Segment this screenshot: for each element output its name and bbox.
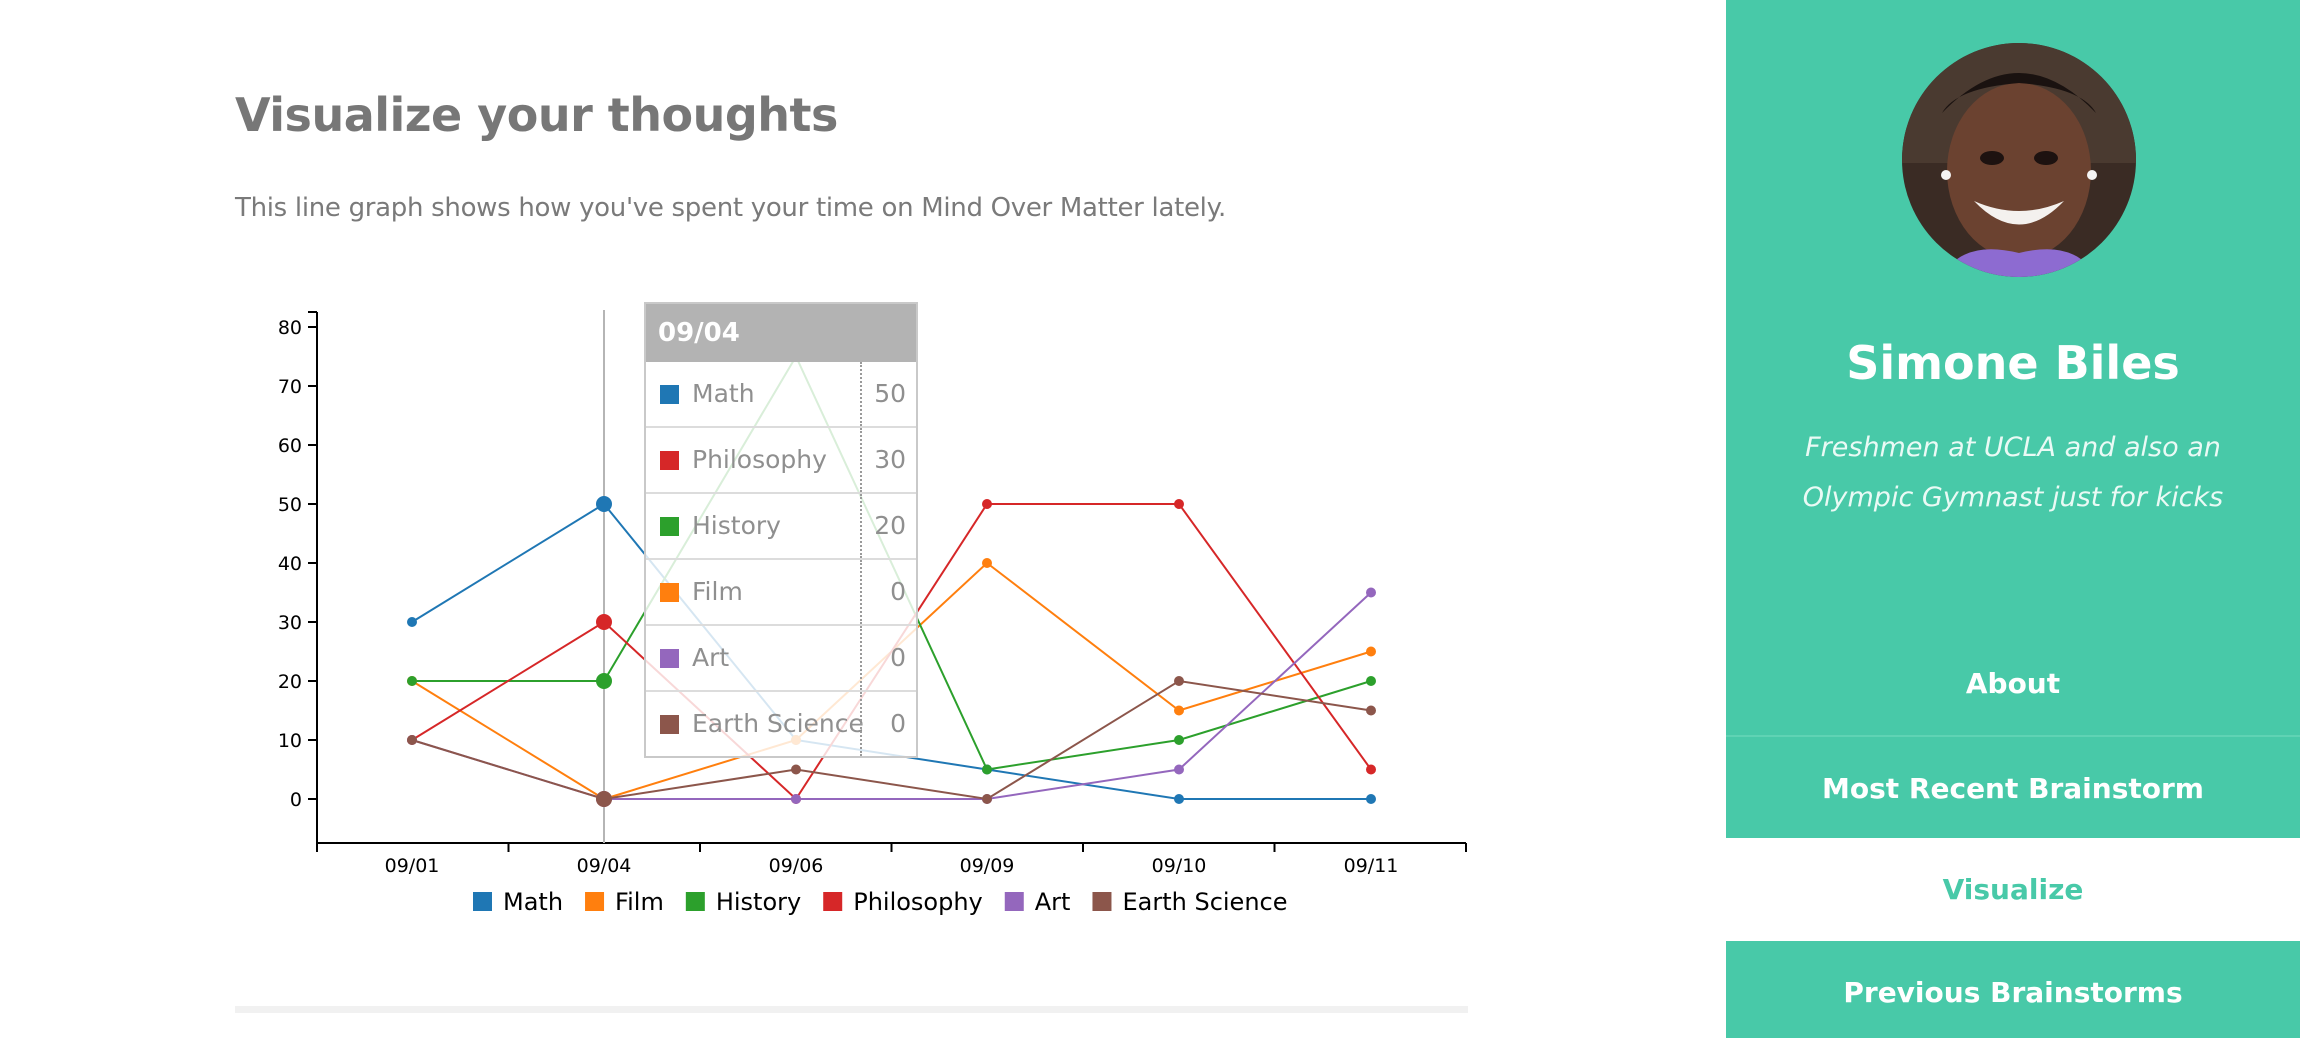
- data-point-earth-science[interactable]: [1174, 676, 1184, 686]
- tooltip-row: Math 50: [646, 362, 916, 426]
- y-tick-label: 30: [278, 612, 302, 634]
- tooltip-title: 09/04: [646, 304, 916, 362]
- profile-name: Simone Biles: [1846, 336, 2180, 390]
- page-title: Visualize your thoughts: [235, 88, 838, 142]
- section-divider: [235, 1006, 1468, 1013]
- data-point-philosophy[interactable]: [596, 614, 612, 630]
- data-point-earth-science[interactable]: [1366, 705, 1376, 716]
- tooltip-row: Art 0: [646, 624, 916, 690]
- tooltip-row: Philosophy 30: [646, 426, 916, 492]
- data-point-philosophy[interactable]: [1174, 499, 1184, 509]
- legend-swatch: [1004, 892, 1024, 911]
- legend-label[interactable]: Philosophy: [853, 888, 983, 916]
- series-line-earth-science: [411, 679, 1372, 801]
- tooltip-swatch: [660, 583, 679, 602]
- x-tick-label: 09/09: [960, 855, 1015, 877]
- nav-previous-brainstorms[interactable]: Previous Brainstorms: [1843, 976, 2183, 1009]
- data-point-history[interactable]: [982, 764, 992, 775]
- data-point-art[interactable]: [1174, 764, 1184, 775]
- tooltip-series-value: 50: [860, 362, 916, 426]
- data-point-history[interactable]: [1174, 735, 1184, 745]
- data-point-math[interactable]: [596, 496, 612, 512]
- legend-label[interactable]: Earth Science: [1122, 888, 1287, 916]
- data-point-film[interactable]: [982, 558, 992, 568]
- tooltip-series-name: Earth Science: [692, 709, 864, 738]
- data-point-art[interactable]: [791, 794, 801, 804]
- sidebar: Simone Biles Freshmen at UCLA and also a…: [1726, 0, 2300, 1038]
- tooltip-swatch: [660, 451, 679, 470]
- data-point-earth-science[interactable]: [791, 764, 801, 775]
- tooltip-swatch: [660, 517, 679, 536]
- y-tick-label: 70: [278, 376, 302, 398]
- tooltip-row: Film 0: [646, 558, 916, 624]
- nav-most-recent-brainstorm[interactable]: Most Recent Brainstorm: [1726, 735, 2300, 840]
- tooltip-series-name: History: [692, 511, 781, 540]
- tooltip-row: History 20: [646, 492, 916, 558]
- data-point-earth-science[interactable]: [407, 735, 417, 745]
- tooltip-swatch: [660, 385, 679, 404]
- tooltip-series-value: 0: [860, 692, 916, 756]
- x-tick-label: 09/04: [577, 855, 632, 877]
- data-point-history[interactable]: [407, 676, 417, 686]
- x-tick-label: 09/06: [769, 855, 824, 877]
- tooltip-series-value: 20: [860, 494, 916, 558]
- data-point-film[interactable]: [1366, 646, 1376, 657]
- tooltip-series-name: Philosophy: [692, 445, 827, 474]
- legend-label[interactable]: History: [716, 888, 801, 916]
- data-point-earth-science[interactable]: [982, 794, 992, 804]
- tooltip-row: Earth Science 0: [646, 690, 916, 756]
- data-point-art[interactable]: [1366, 587, 1376, 598]
- tooltip-series-value: 0: [860, 560, 916, 624]
- y-tick-label: 50: [278, 494, 302, 516]
- y-tick-label: 40: [278, 553, 302, 575]
- y-tick-label: 80: [278, 317, 302, 339]
- data-point-math[interactable]: [407, 617, 417, 627]
- legend-swatch: [585, 892, 605, 911]
- legend-swatch: [823, 892, 843, 911]
- tooltip-series-value: 0: [860, 626, 916, 690]
- legend-swatch: [685, 892, 705, 911]
- y-tick-label: 60: [278, 435, 302, 457]
- legend-label[interactable]: Math: [503, 888, 563, 916]
- legend-swatch: [473, 892, 492, 911]
- main-content: Visualize your thoughts This line graph …: [0, 88, 1500, 1013]
- data-point-history[interactable]: [1366, 676, 1376, 686]
- y-tick-label: 20: [278, 671, 302, 693]
- data-point-philosophy[interactable]: [982, 499, 992, 509]
- x-tick-label: 09/11: [1344, 855, 1399, 877]
- legend-swatch: [1092, 892, 1112, 911]
- data-point-history[interactable]: [596, 673, 612, 689]
- data-point-film[interactable]: [1174, 705, 1184, 716]
- x-tick-label: 09/01: [385, 855, 440, 877]
- data-point-earth-science[interactable]: [596, 791, 612, 807]
- x-tick-label: 09/10: [1152, 855, 1207, 877]
- tooltip-series-name: Math: [692, 379, 755, 408]
- page-subtitle: This line graph shows how you've spent y…: [235, 193, 1226, 223]
- tooltip-swatch: [660, 649, 679, 668]
- profile-bio: Freshmen at UCLA and also an Olympic Gym…: [1802, 432, 2224, 513]
- avatar: [1902, 43, 2136, 277]
- legend-label[interactable]: Art: [1035, 888, 1071, 916]
- y-tick-label: 10: [278, 730, 302, 752]
- data-point-math[interactable]: [1366, 794, 1376, 804]
- nav-visualize[interactable]: Visualize: [1726, 838, 2300, 941]
- data-point-philosophy[interactable]: [1366, 764, 1376, 775]
- tooltip-swatch: [660, 715, 679, 734]
- legend-label[interactable]: Film: [615, 888, 664, 916]
- nav-about[interactable]: About: [1965, 667, 2061, 700]
- tooltip-series-name: Film: [692, 577, 743, 606]
- tooltip-series-value: 30: [860, 428, 916, 492]
- y-tick-label: 0: [290, 789, 302, 811]
- chart-tooltip: 09/04 Math 50 Philosophy 30 History 20 Film 0 Ar…: [644, 302, 918, 758]
- data-point-math[interactable]: [1174, 794, 1184, 804]
- tooltip-series-name: Art: [692, 643, 730, 672]
